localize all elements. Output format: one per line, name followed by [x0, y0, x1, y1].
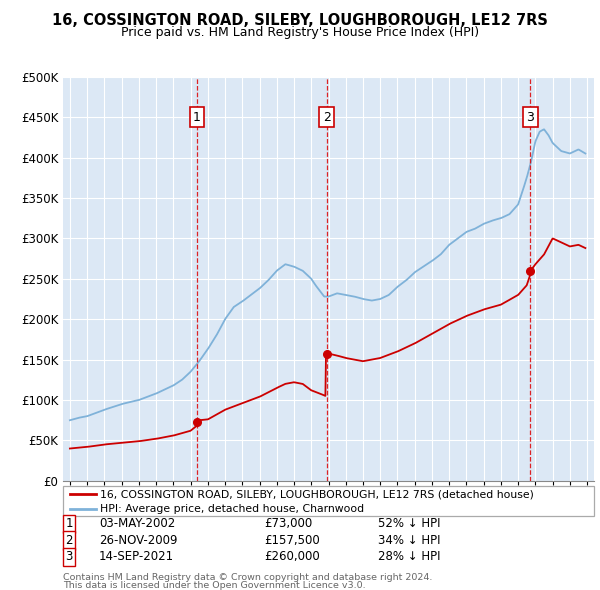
Text: 16, COSSINGTON ROAD, SILEBY, LOUGHBOROUGH, LE12 7RS (detached house): 16, COSSINGTON ROAD, SILEBY, LOUGHBOROUG…: [100, 489, 534, 499]
Text: 16, COSSINGTON ROAD, SILEBY, LOUGHBOROUGH, LE12 7RS: 16, COSSINGTON ROAD, SILEBY, LOUGHBOROUG…: [52, 13, 548, 28]
Text: 28% ↓ HPI: 28% ↓ HPI: [378, 550, 440, 563]
Text: 34% ↓ HPI: 34% ↓ HPI: [378, 534, 440, 547]
Text: £73,000: £73,000: [264, 517, 312, 530]
Text: 3: 3: [526, 110, 535, 124]
Text: 1: 1: [193, 110, 201, 124]
Text: 1: 1: [65, 517, 73, 530]
Text: 52% ↓ HPI: 52% ↓ HPI: [378, 517, 440, 530]
Text: 26-NOV-2009: 26-NOV-2009: [99, 534, 178, 547]
Text: 14-SEP-2021: 14-SEP-2021: [99, 550, 174, 563]
Text: HPI: Average price, detached house, Charnwood: HPI: Average price, detached house, Char…: [100, 504, 364, 513]
Text: Contains HM Land Registry data © Crown copyright and database right 2024.: Contains HM Land Registry data © Crown c…: [63, 572, 433, 582]
Text: 2: 2: [65, 534, 73, 547]
Text: 03-MAY-2002: 03-MAY-2002: [99, 517, 175, 530]
Text: 3: 3: [65, 550, 73, 563]
Text: Price paid vs. HM Land Registry's House Price Index (HPI): Price paid vs. HM Land Registry's House …: [121, 26, 479, 39]
Text: This data is licensed under the Open Government Licence v3.0.: This data is licensed under the Open Gov…: [63, 581, 365, 590]
Text: £157,500: £157,500: [264, 534, 320, 547]
Text: 2: 2: [323, 110, 331, 124]
Text: £260,000: £260,000: [264, 550, 320, 563]
